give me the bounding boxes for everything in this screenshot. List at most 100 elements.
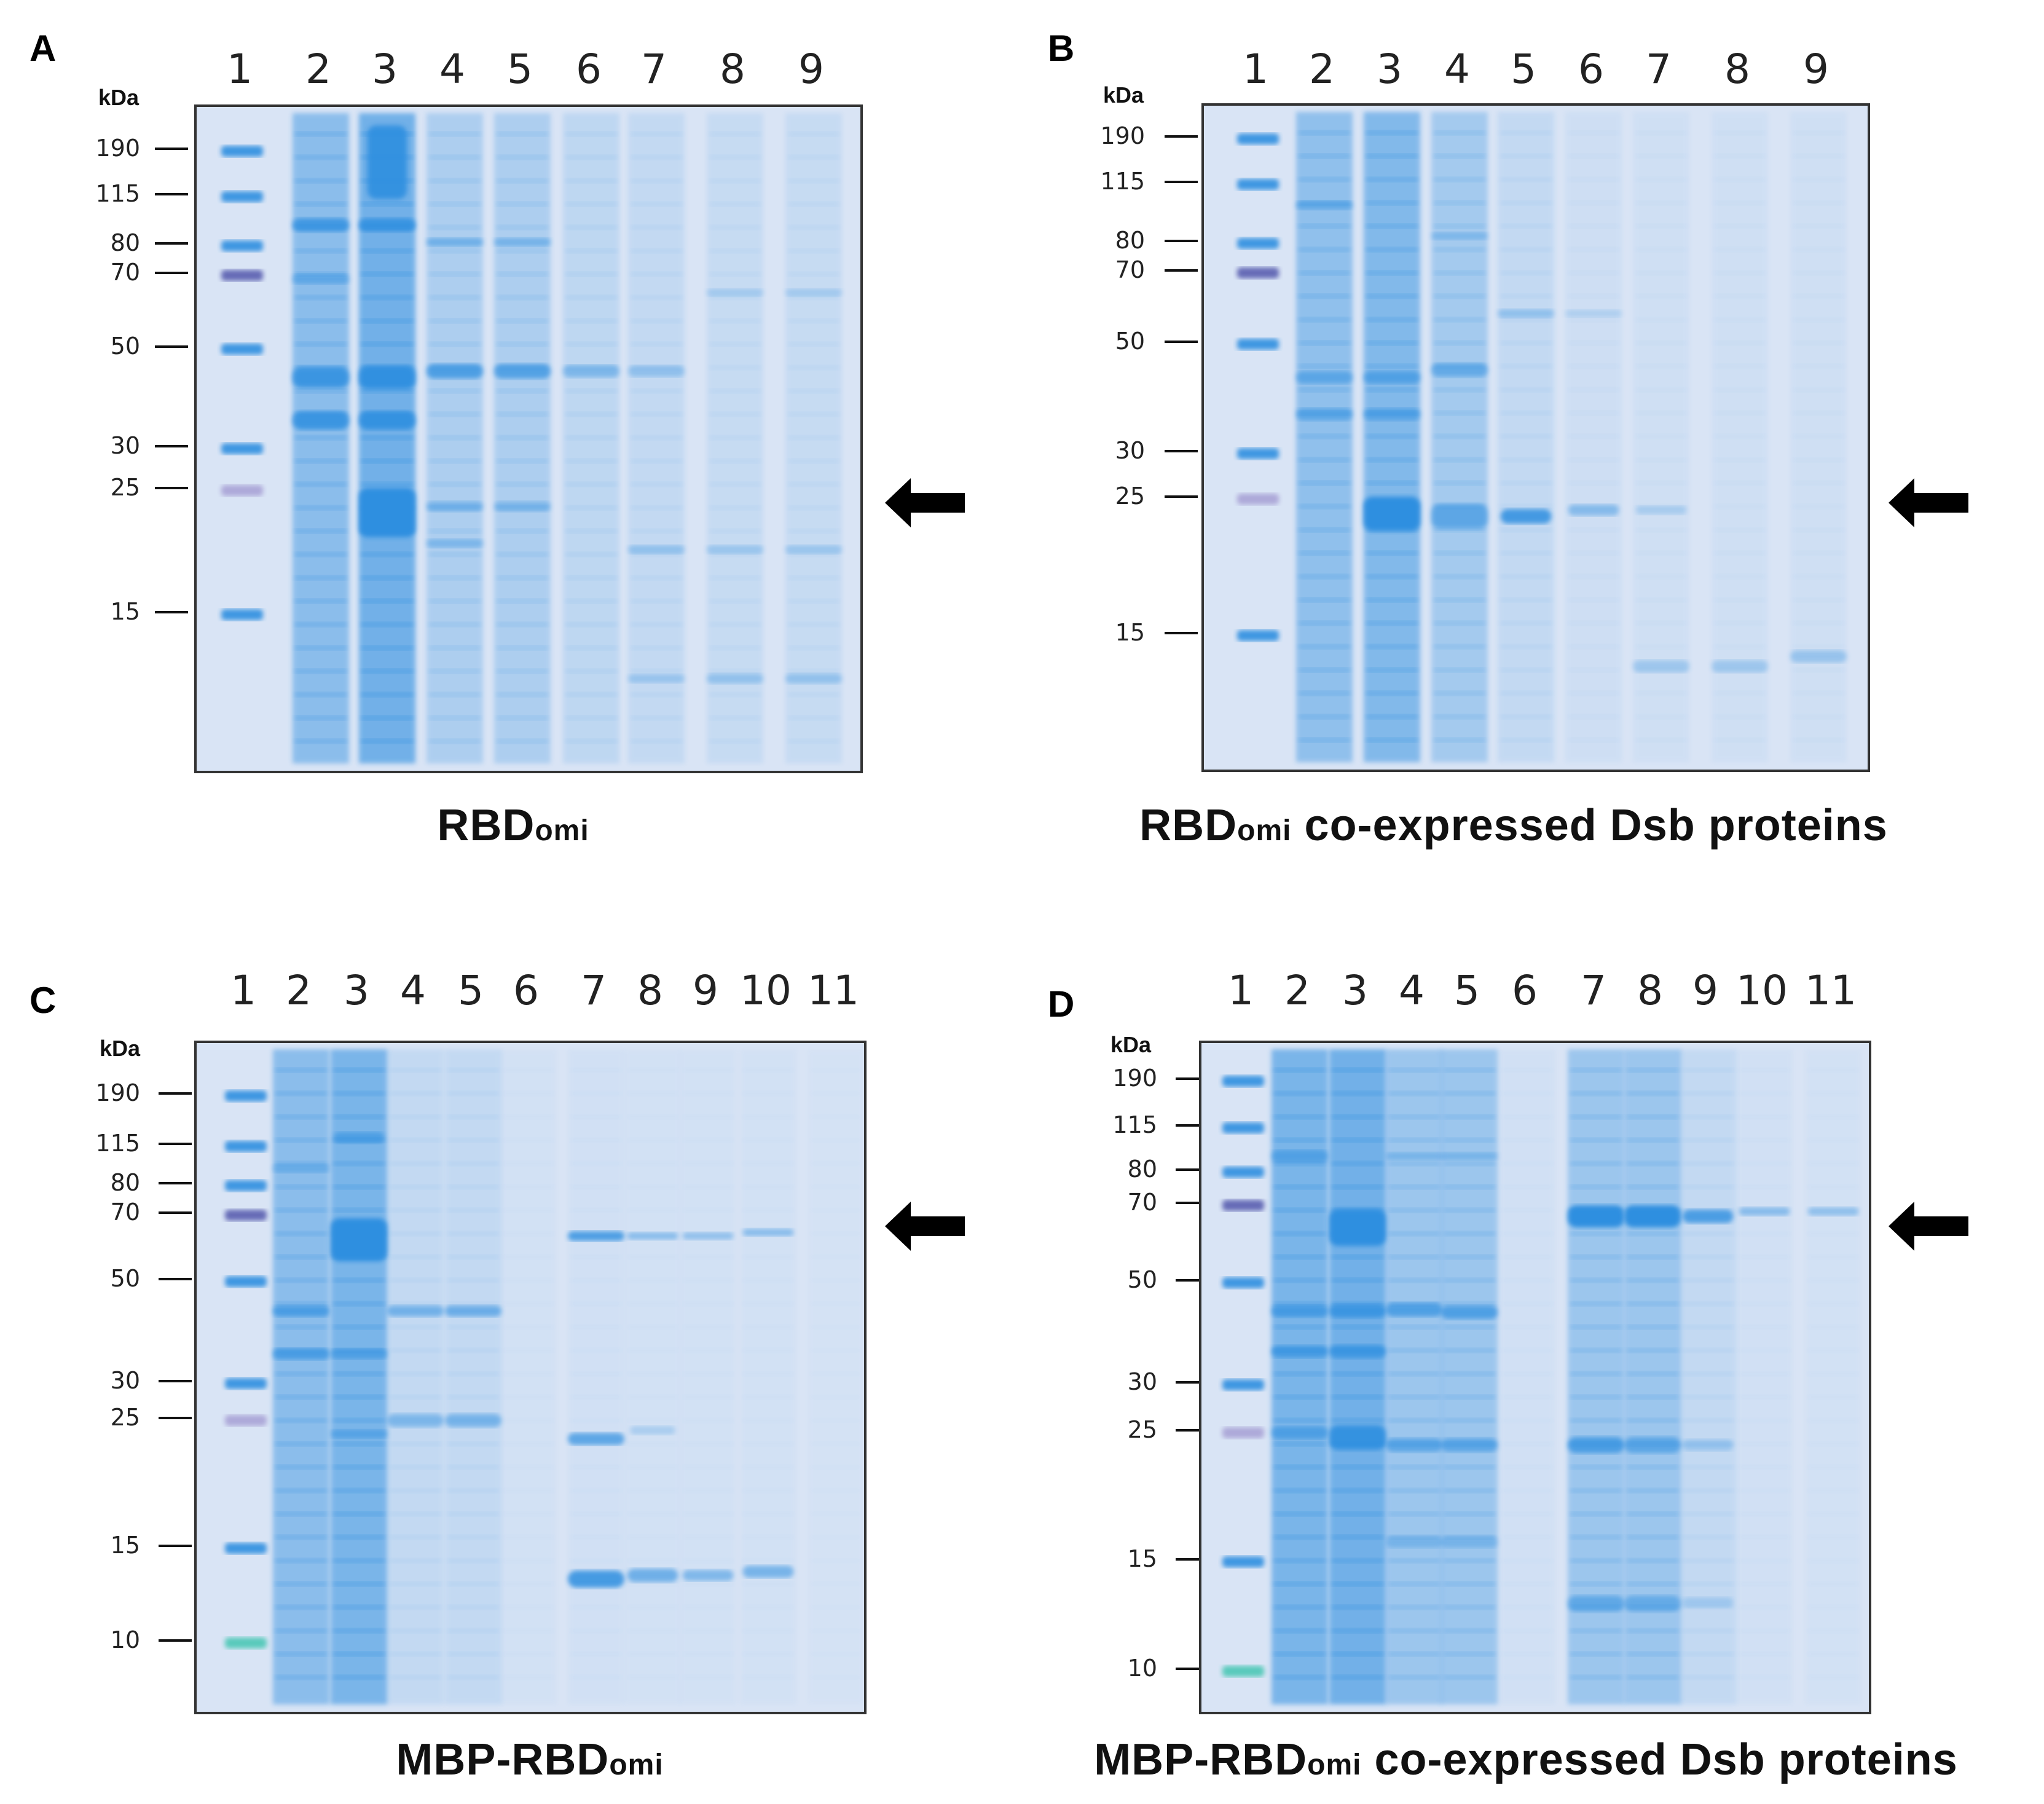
- lane-striation: [503, 1488, 554, 1493]
- lane-striation: [1807, 1348, 1859, 1353]
- lane-striation: [503, 1652, 554, 1656]
- mw-marker-label: 50: [110, 333, 140, 360]
- lane-striation: [631, 505, 682, 510]
- lane-striation: [503, 1348, 554, 1353]
- lane-striation: [1501, 1091, 1553, 1096]
- lane-striation: [1299, 644, 1350, 649]
- lane-striation: [788, 715, 839, 720]
- lane-striation: [1627, 1114, 1678, 1119]
- lane-striation: [565, 739, 617, 744]
- lane-striation: [1274, 1418, 1326, 1423]
- lane-striation: [275, 1301, 327, 1306]
- lane-striation: [709, 272, 761, 277]
- lane-striation: [570, 1605, 622, 1610]
- lane-striation: [1434, 270, 1485, 275]
- lane-striation: [742, 1278, 794, 1283]
- protein-band: [1790, 650, 1847, 663]
- lane-striation: [1807, 1418, 1859, 1423]
- protein-band: [785, 545, 842, 554]
- lane-striation: [361, 645, 413, 650]
- lane-striation: [1332, 1675, 1383, 1680]
- mw-marker-label: 25: [110, 474, 140, 501]
- lane-striation: [1299, 387, 1350, 392]
- kda-label: kDa: [98, 85, 140, 110]
- lane-striation: [1568, 597, 1619, 602]
- protein-band: [1296, 201, 1353, 210]
- lane-striation: [1434, 457, 1485, 462]
- lane-striation: [447, 1231, 499, 1236]
- lane-striation: [1274, 1114, 1326, 1119]
- lane-striation: [1570, 1114, 1622, 1119]
- mw-marker-label: 15: [110, 1532, 140, 1559]
- lane-striation: [1366, 714, 1418, 719]
- lane-striation: [810, 1325, 862, 1329]
- lane-striation: [788, 739, 839, 744]
- lane-number: 10: [740, 967, 792, 1014]
- lane-striation: [503, 1161, 554, 1166]
- lane-striation: [1793, 714, 1844, 719]
- lane-striation: [1568, 481, 1619, 486]
- lane-striation: [1332, 1255, 1383, 1259]
- lane-striation: [788, 482, 839, 487]
- lane-striation: [1434, 738, 1485, 742]
- lane-striation: [1682, 1418, 1734, 1423]
- lane-striation: [570, 1161, 622, 1166]
- lane-striation: [295, 202, 347, 207]
- lane-striation: [429, 645, 481, 650]
- protein-band: [1682, 1597, 1734, 1607]
- lane-striation: [1627, 1418, 1678, 1423]
- lane-striation: [1500, 341, 1552, 345]
- lane-striation: [1714, 574, 1766, 579]
- lane-striation: [390, 1231, 441, 1236]
- mw-marker-tick: [1176, 1279, 1209, 1282]
- lane-striation: [1682, 1652, 1734, 1656]
- lane-striation: [631, 318, 682, 323]
- lane-striation: [1793, 177, 1844, 182]
- lane-striation: [1366, 200, 1418, 205]
- mw-marker-tick: [1176, 1558, 1209, 1561]
- lane-striation: [1793, 738, 1844, 742]
- marker-band: [225, 1180, 267, 1191]
- lane-striation: [565, 435, 617, 440]
- lane-striation: [295, 552, 347, 557]
- lane-striation: [1793, 457, 1844, 462]
- lane-striation: [1568, 247, 1619, 252]
- lane-striation: [627, 1418, 678, 1423]
- lane-striation: [1500, 714, 1552, 719]
- lane-striation: [1274, 1138, 1326, 1143]
- lane-striation: [1807, 1675, 1859, 1680]
- lane-striation: [1627, 1278, 1678, 1283]
- lane-striation: [682, 1301, 734, 1306]
- lane-striation: [1739, 1511, 1790, 1516]
- lane-striation: [429, 482, 481, 487]
- lane-striation: [565, 622, 617, 627]
- lane-striation: [709, 202, 761, 207]
- lane-striation: [682, 1581, 734, 1586]
- marker-band: [221, 146, 263, 157]
- lane-striation: [565, 669, 617, 674]
- lane-striation: [1739, 1091, 1790, 1096]
- lane-striation: [1635, 714, 1687, 719]
- lane-striation: [1568, 621, 1619, 626]
- mw-marker-tick: [155, 193, 188, 195]
- lane-striation: [333, 1325, 385, 1329]
- left-arrow-icon: [1889, 1202, 1968, 1251]
- mw-marker-label: 50: [1115, 328, 1145, 355]
- lane-striation: [1793, 574, 1844, 579]
- lane-striation: [333, 1558, 385, 1563]
- lane-striation: [390, 1628, 441, 1633]
- lane-striation: [1682, 1488, 1734, 1493]
- lane-striation: [1714, 457, 1766, 462]
- lane-striation: [810, 1091, 862, 1096]
- lane-striation: [1807, 1161, 1859, 1166]
- lane-striation: [788, 622, 839, 627]
- lane-striation: [275, 1605, 327, 1610]
- lane-striation: [503, 1325, 554, 1329]
- lane-striation: [570, 1465, 622, 1470]
- lane-striation: [447, 1558, 499, 1563]
- lane-striation: [447, 1208, 499, 1213]
- lane-striation: [788, 318, 839, 323]
- mw-marker-label: 115: [95, 180, 140, 207]
- panel-caption: MBP-RBDomi co-expressed Dsb proteins: [1094, 1735, 1958, 1785]
- lane-striation: [503, 1395, 554, 1400]
